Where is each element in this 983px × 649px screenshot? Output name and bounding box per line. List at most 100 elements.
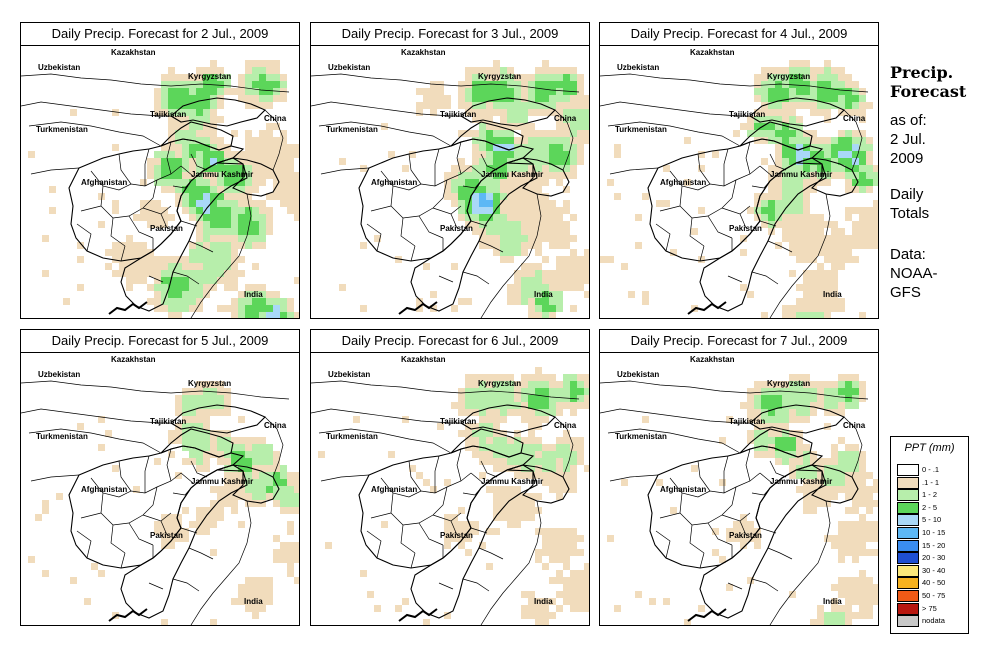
country-label-tajikistan: Tajikistan <box>729 110 766 119</box>
precip-cell <box>507 179 514 186</box>
precip-cell <box>231 507 238 514</box>
precip-cell <box>873 521 878 528</box>
precip-cell <box>740 249 747 256</box>
precip-cell <box>817 67 824 74</box>
precip-cell <box>266 221 273 228</box>
precip-cell <box>845 186 852 193</box>
totals-text: Daily Totals <box>890 185 929 223</box>
precip-cell <box>259 221 266 228</box>
precip-cell <box>168 130 175 137</box>
boundary-line <box>21 380 290 400</box>
precip-cell <box>493 423 500 430</box>
precip-cell <box>845 528 852 535</box>
precip-cell <box>845 584 852 591</box>
precip-cell <box>486 151 493 158</box>
precip-cell <box>273 312 280 318</box>
precip-cell <box>182 130 189 137</box>
boundary-line <box>366 530 444 569</box>
precip-cell <box>189 130 196 137</box>
precip-cell <box>831 395 838 402</box>
precip-cell <box>670 249 677 256</box>
precip-cell <box>451 165 458 172</box>
precip-cell <box>147 284 154 291</box>
precip-cell <box>514 507 521 514</box>
precip-cell <box>535 549 542 556</box>
precip-cell <box>859 102 866 109</box>
precip-cell <box>493 249 500 256</box>
precip-cell <box>196 444 203 451</box>
precip-cell <box>217 67 224 74</box>
precip-cell <box>493 186 500 193</box>
precip-cell <box>803 270 810 277</box>
precip-cell <box>866 179 873 186</box>
precip-cell <box>838 472 845 479</box>
precip-cell <box>535 130 542 137</box>
precip-cell <box>789 207 796 214</box>
precip-cell <box>768 207 775 214</box>
precip-cell <box>231 249 238 256</box>
precip-cell <box>507 444 514 451</box>
precip-cell <box>231 458 238 465</box>
precip-cell <box>112 109 119 116</box>
boundary-line <box>170 97 266 127</box>
precip-cell <box>845 521 852 528</box>
boundary-line <box>216 464 280 504</box>
precip-cell <box>556 263 563 270</box>
precip-cell <box>196 395 203 402</box>
precip-cell <box>224 165 231 172</box>
sidebar-title: Precip. Forecast <box>890 63 966 101</box>
precip-cell <box>182 74 189 81</box>
precip-cell <box>584 591 589 598</box>
precip-cell <box>196 458 203 465</box>
precip-cell <box>852 381 859 388</box>
precip-cell <box>535 291 542 298</box>
precip-cell <box>873 242 878 249</box>
country-label-afghanistan: Afghanistan <box>371 178 418 187</box>
precip-cell <box>796 130 803 137</box>
precip-cell <box>859 584 866 591</box>
precip-cell <box>556 130 563 137</box>
precip-cell <box>747 521 754 528</box>
precip-cell <box>444 612 451 619</box>
precip-cell <box>810 74 817 81</box>
precip-cell <box>528 298 535 305</box>
boundary-line <box>699 464 827 619</box>
country-label-afghanistan: Afghanistan <box>371 485 418 494</box>
precip-cell <box>451 402 458 409</box>
precip-cell <box>472 130 479 137</box>
precip-cell <box>140 207 147 214</box>
precip-cell <box>514 277 521 284</box>
boundary-line <box>366 223 444 262</box>
precip-cell <box>810 465 817 472</box>
precip-cell <box>252 200 259 207</box>
precip-cell <box>133 486 140 493</box>
precip-cell <box>768 437 775 444</box>
precip-cell <box>817 95 824 102</box>
precip-cell <box>535 277 542 284</box>
precip-cell <box>852 88 859 95</box>
precip-cell <box>266 214 273 221</box>
precip-cell <box>280 493 287 500</box>
precip-cell <box>775 186 782 193</box>
precip-cell <box>210 221 217 228</box>
precip-cell <box>280 549 287 556</box>
precip-cell <box>535 409 542 416</box>
precip-cell <box>238 158 245 165</box>
precip-cell <box>273 179 280 186</box>
precip-cell <box>754 395 761 402</box>
precip-cell <box>782 137 789 144</box>
precip-cell <box>259 451 266 458</box>
precip-cell <box>210 277 217 284</box>
precip-cell <box>507 374 514 381</box>
precip-cell <box>824 381 831 388</box>
precip-cell <box>231 305 238 312</box>
precip-cell <box>189 116 196 123</box>
as-of-line1: as of: <box>890 112 927 129</box>
precip-cell <box>486 88 493 95</box>
precip-cell <box>280 305 287 312</box>
precip-cell <box>528 207 535 214</box>
precip-cell <box>577 584 584 591</box>
precip-cell <box>549 528 556 535</box>
precip-cell <box>231 193 238 200</box>
